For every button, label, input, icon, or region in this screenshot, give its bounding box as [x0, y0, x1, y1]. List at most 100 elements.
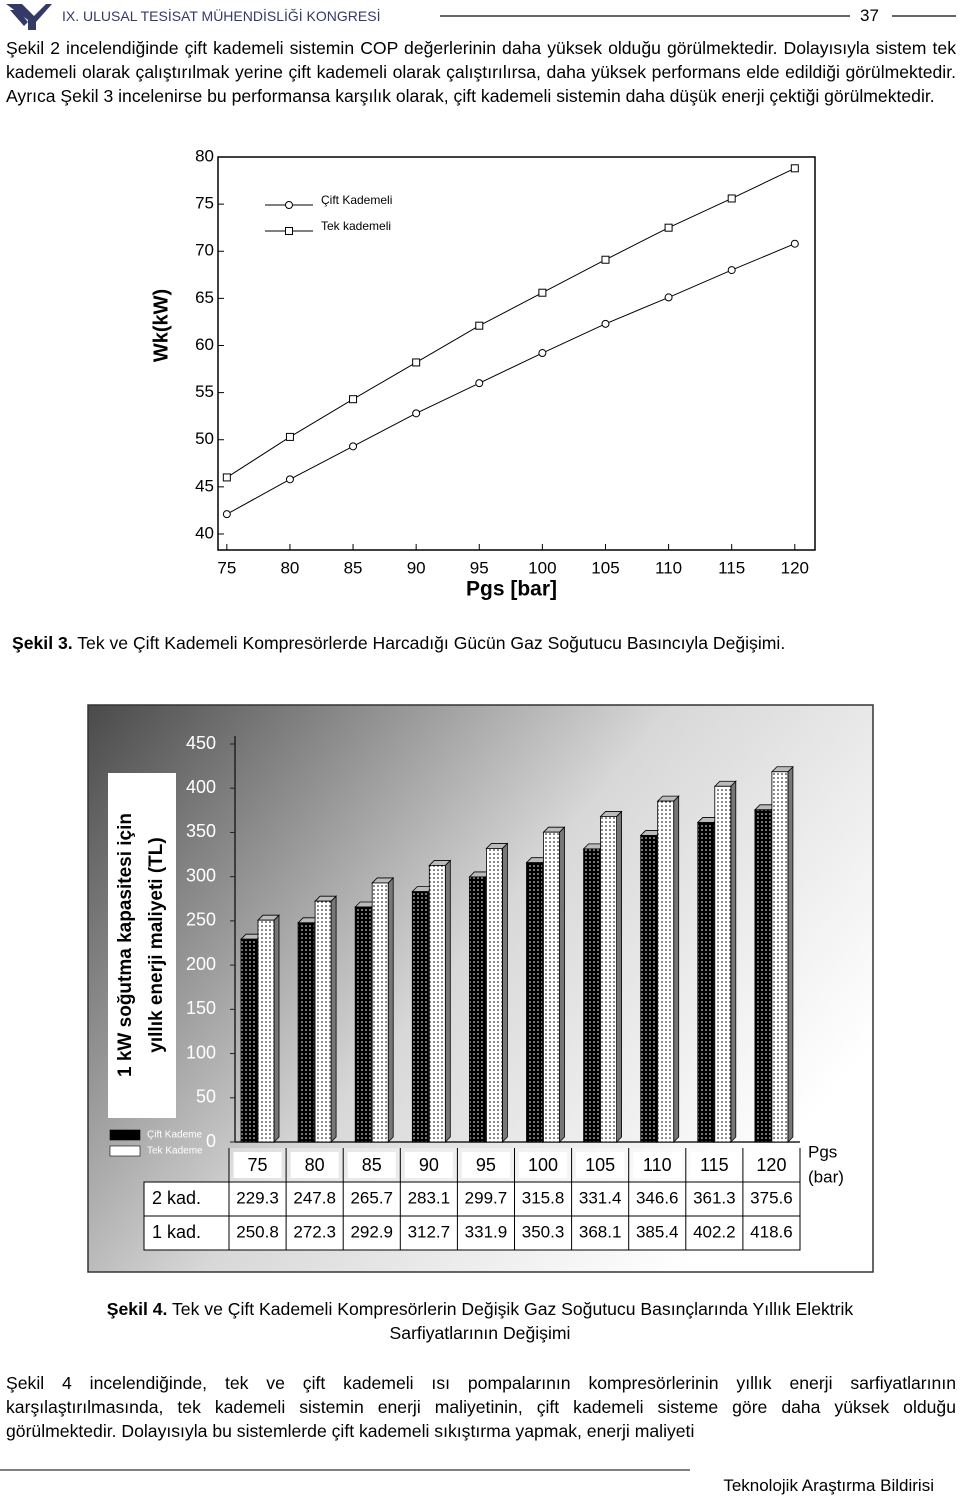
table-cell-bg: [233, 1152, 282, 1178]
y-tick-label: 55: [195, 382, 214, 401]
bar-front: [600, 816, 617, 1143]
x-tick-label: 95: [470, 558, 489, 577]
bar-front: [697, 822, 715, 1143]
series-line: [226, 167, 796, 478]
bar-front: [257, 919, 275, 1143]
table-value: 375.6: [750, 1188, 793, 1207]
marker: [412, 409, 421, 418]
y-tick-label: 100: [186, 1042, 216, 1062]
table-header: 95: [476, 1155, 496, 1175]
bar-side: [559, 826, 565, 1143]
marker: [601, 319, 610, 328]
bar: [713, 780, 737, 1143]
x-tick-label: 100: [528, 558, 556, 577]
y-tick-label: 200: [186, 954, 216, 974]
table-cell-bg: [461, 1152, 510, 1178]
marker: [538, 288, 547, 297]
y-tick-label: 50: [195, 429, 214, 448]
legend-label: Çift Kademeli: [321, 193, 392, 207]
bar-front: [657, 800, 675, 1143]
bar-front: [714, 785, 732, 1143]
y-tick-label: 300: [186, 865, 216, 885]
table-value: 312.7: [408, 1222, 451, 1241]
table-value: 299.7: [465, 1188, 508, 1207]
table-value: 331.4: [579, 1188, 622, 1207]
y-tick-label: 150: [186, 998, 216, 1018]
bar: [314, 895, 338, 1143]
legend-label: Tek Kademe: [147, 1146, 203, 1157]
marker: [222, 510, 231, 519]
table-value: 315.8: [522, 1188, 565, 1207]
y-tick-label: 40: [195, 523, 214, 542]
table-header: 105: [585, 1155, 615, 1175]
marker: [727, 266, 736, 275]
table-header: 90: [419, 1155, 439, 1175]
paragraph: Şekil 4 incelendiğinde, tek ve çift kade…: [6, 1373, 956, 1441]
figure-caption: Şekil 4. Tek ve Çift Kademeli Kompresörl…: [60, 1297, 900, 1345]
bar-side: [444, 859, 451, 1143]
legend-swatch: [109, 1129, 141, 1141]
x-axis-label: (bar): [808, 1167, 844, 1186]
bar-side: [273, 914, 280, 1143]
bar: [428, 859, 452, 1143]
x-tick-label: 80: [280, 558, 299, 577]
y-tick-label: 50: [196, 1087, 216, 1107]
marker: [538, 349, 547, 358]
marker: [664, 293, 673, 302]
table-cell-bg: [347, 1152, 396, 1178]
marker: [601, 255, 610, 264]
bar: [257, 914, 280, 1143]
table-row-bg: [144, 1216, 800, 1250]
y-tick-label: 75: [195, 194, 214, 213]
bar-front: [314, 900, 332, 1143]
table-cell-bg: [290, 1152, 339, 1178]
figure-label: Şekil 3.: [12, 633, 73, 653]
table-header: 120: [756, 1155, 786, 1175]
marker: [349, 395, 358, 404]
bar: [371, 876, 395, 1143]
bar: [770, 765, 794, 1143]
figure-caption: Şekil 3. Tek ve Çift Kademeli Kompresörl…: [12, 631, 785, 655]
table-cell-bg: [519, 1152, 568, 1178]
table-value: 250.8: [236, 1222, 279, 1241]
marker: [727, 194, 736, 203]
bar-front: [526, 862, 543, 1143]
marker: [349, 442, 358, 451]
y-axis-label: Wk(kW): [150, 289, 172, 362]
marker: [475, 321, 484, 330]
marker: [285, 227, 293, 235]
logo: [6, 4, 52, 30]
y-tick-label: 65: [195, 288, 214, 307]
bar-side: [387, 876, 394, 1143]
bar-side: [673, 795, 680, 1143]
legend-label: Tek kademeli: [321, 219, 391, 233]
table-cell-bg: [747, 1152, 796, 1178]
x-tick-label: 110: [655, 558, 682, 577]
legend-swatch: [109, 1145, 141, 1157]
y-tick-label: 450: [186, 733, 216, 753]
bar-front: [640, 835, 658, 1143]
table-value: 292.9: [350, 1222, 393, 1241]
bar-side: [787, 765, 794, 1143]
legend-label: Çift Kademe: [147, 1130, 202, 1141]
y-tick-label: 80: [195, 146, 214, 165]
marker: [285, 475, 294, 484]
caption-text: Tek ve Çift Kademeli Kompresörlerin Deği…: [172, 1299, 854, 1343]
table-header: 75: [248, 1155, 268, 1175]
page-number: 37: [860, 6, 879, 25]
y-tick-label: 45: [195, 476, 214, 495]
table-value: 385.4: [636, 1222, 679, 1241]
table-value: 283.1: [408, 1188, 451, 1207]
caption-text: Tek ve Çift Kademeli Kompresörlerde Harc…: [77, 633, 786, 653]
y-tick-label: 60: [195, 335, 214, 354]
bar: [485, 842, 509, 1143]
y-label-box: [108, 773, 176, 1118]
table-header: 110: [643, 1155, 672, 1175]
bar: [542, 826, 566, 1143]
table-value: 346.6: [636, 1188, 679, 1207]
bar-side: [330, 895, 337, 1143]
x-axis-label: Pgs [bar]: [466, 578, 557, 601]
x-tick-label: 120: [781, 558, 809, 577]
